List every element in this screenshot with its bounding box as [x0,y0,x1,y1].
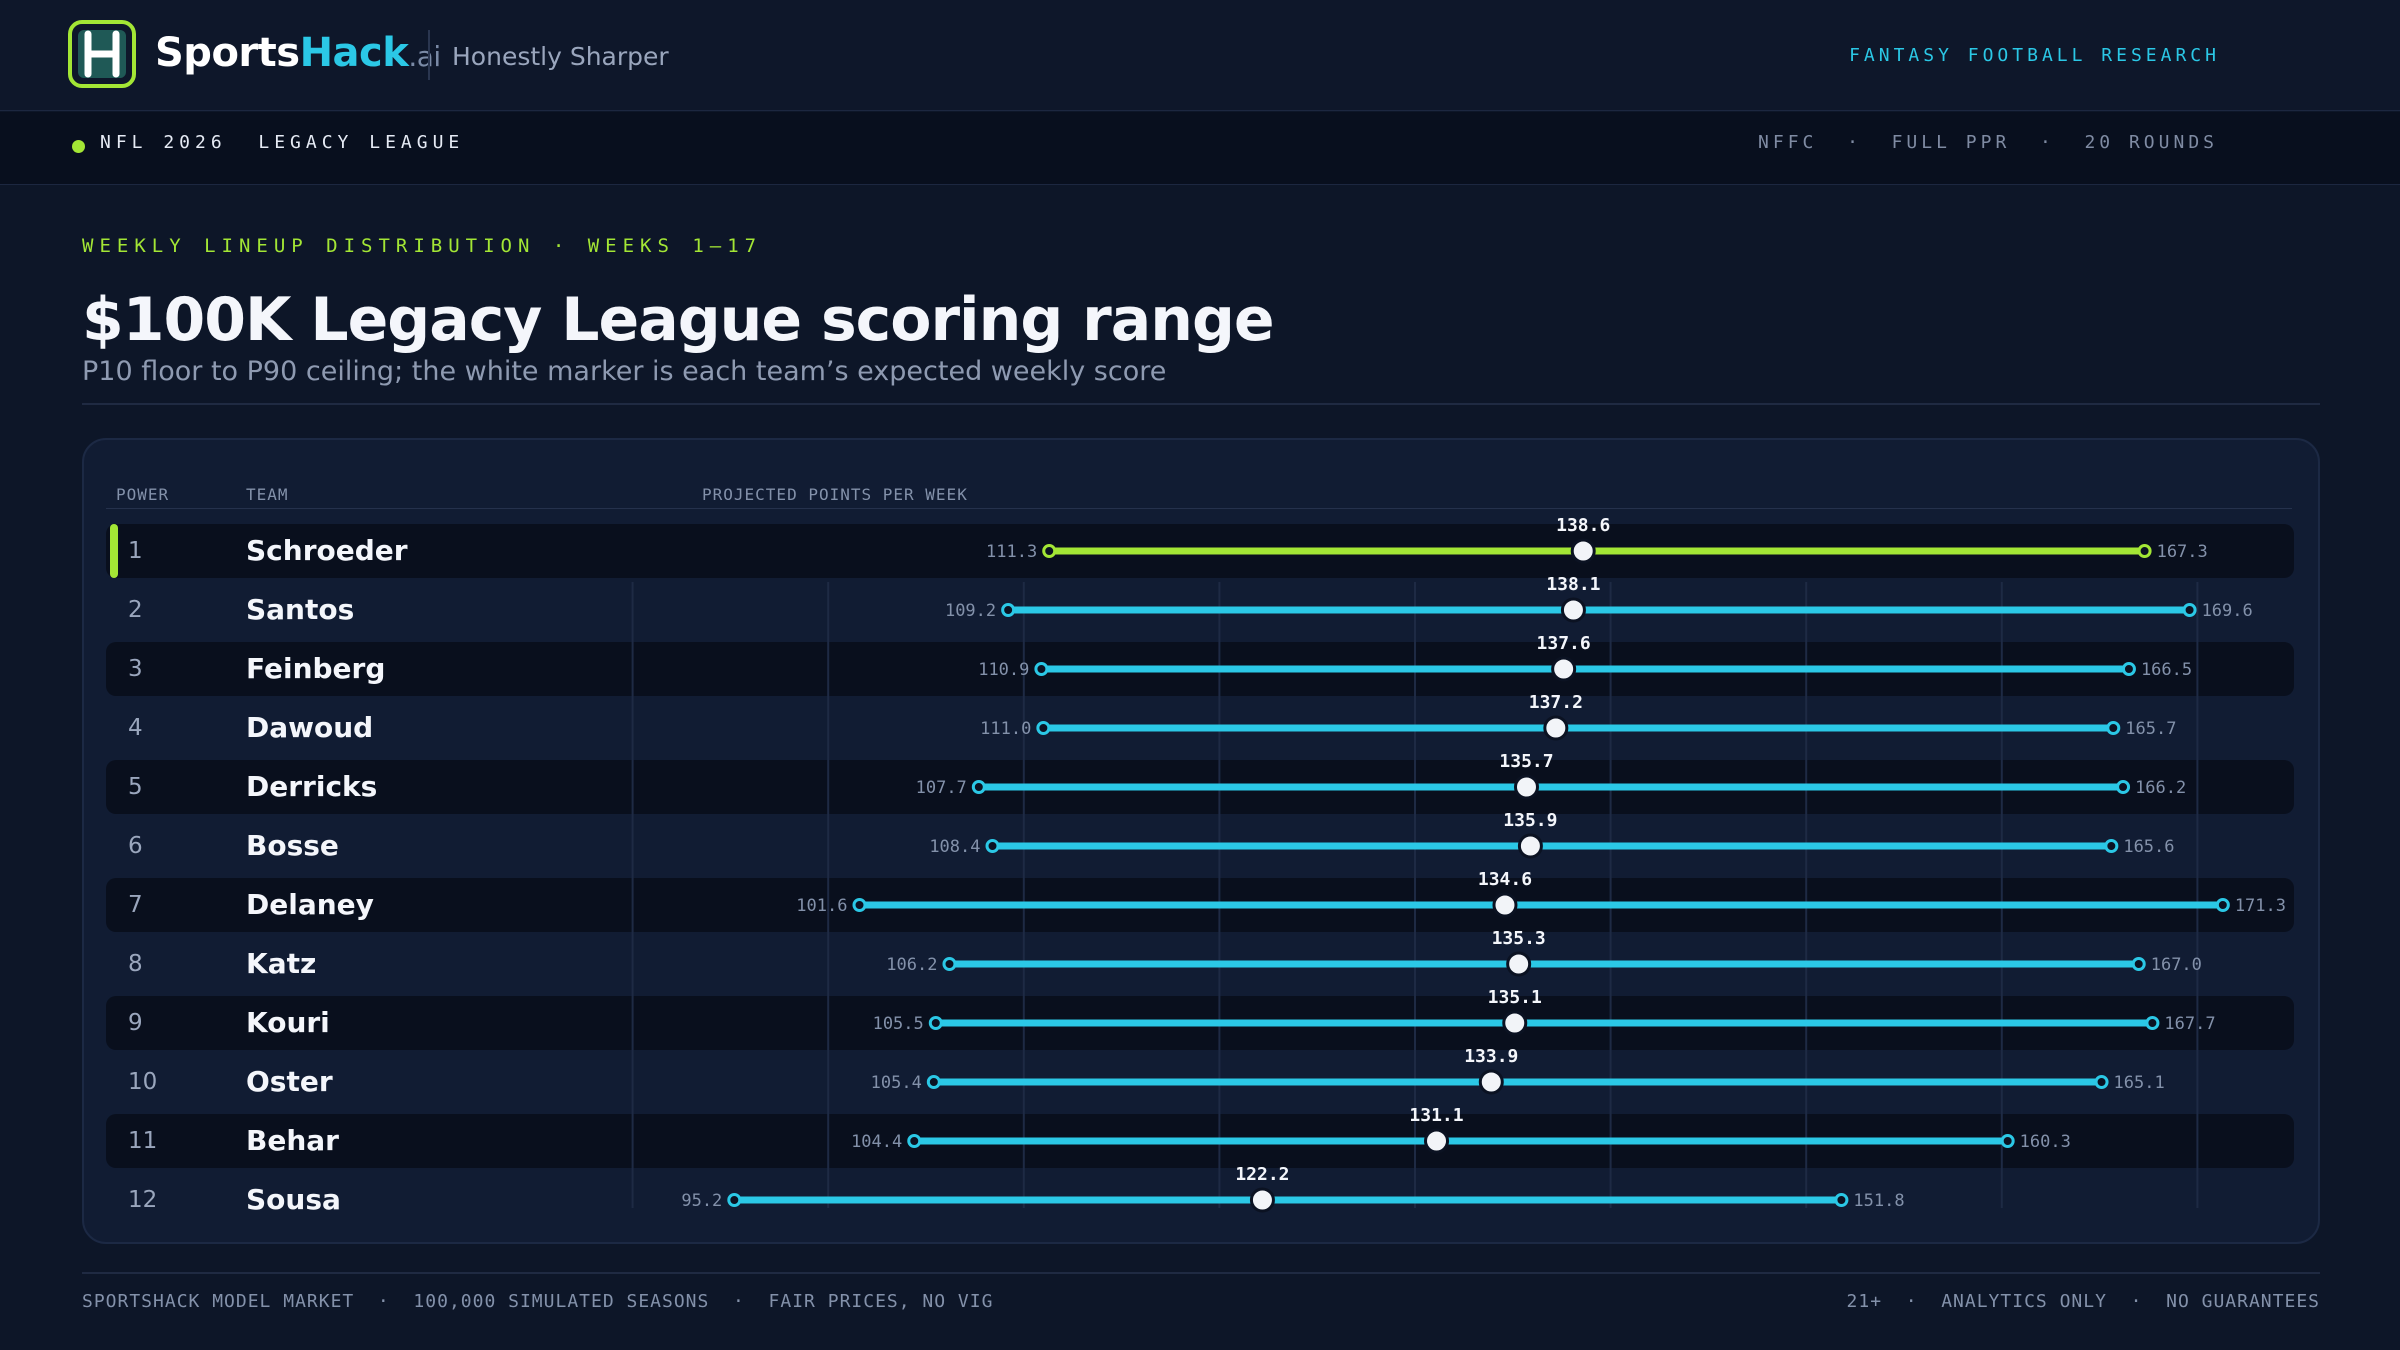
chart-kicker: WEEKLY LINEUP DISTRIBUTION · WEEKS 1–17 [82,235,763,257]
power-rank: 12 [128,1187,158,1213]
team-name[interactable]: Dawoud [246,711,374,744]
tagline: Honestly Sharper [452,42,669,71]
power-rank: 11 [128,1128,158,1154]
brand-part-hack: Hack [299,30,409,76]
power-rank: 1 [128,538,143,564]
section-label[interactable]: FANTASY FOOTBALL RESEARCH [1849,45,2220,66]
team-name[interactable]: Oster [246,1065,333,1098]
power-rank: 9 [128,1010,143,1036]
team-name[interactable]: Katz [246,947,317,980]
power-rank: 7 [128,892,143,918]
column-header-power: POWER [116,485,170,504]
team-name[interactable]: Feinberg [246,652,386,685]
team-name[interactable]: Behar [246,1124,339,1157]
header-divider [106,508,2292,509]
team-name[interactable]: Santos [246,593,355,626]
power-rank: 5 [128,774,143,800]
league-format-meta: NFFC · FULL PPR · 20 ROUNDS [1758,132,2218,153]
team-name[interactable]: Kouri [246,1006,330,1039]
brand-wordmark[interactable]: SportsHack.ai [155,30,441,76]
live-status-dot [72,140,85,153]
team-name[interactable]: Sousa [246,1183,341,1216]
power-rank: 10 [128,1069,158,1095]
footer-methodology: SPORTSHACK MODEL MARKET · 100,000 SIMULA… [82,1291,994,1312]
leader-accent-bar [110,524,118,578]
title-divider [82,403,2320,405]
brand-divider [428,30,430,80]
league-bar [0,112,2400,185]
brand-part-ai: .ai [408,40,441,73]
team-name[interactable]: Derricks [246,770,378,803]
power-rank: 4 [128,715,143,741]
page-subtitle: P10 floor to P90 ceiling; the white mark… [82,356,1167,387]
column-header-team: TEAM [246,485,289,504]
power-rank: 6 [128,833,143,859]
team-name[interactable]: Bosse [246,829,339,862]
top-bar [0,0,2400,111]
power-rank: 2 [128,597,143,623]
column-header-projection: PROJECTED POINTS PER WEEK [702,485,968,504]
page-title: $100K Legacy League scoring range [82,285,1275,355]
brand-part-sports: Sports [155,30,300,76]
sportshack-logo-icon[interactable] [68,20,136,88]
league-label: NFL 2026 LEGACY LEAGUE [100,132,465,153]
footer-disclaimer: 21+ · ANALYTICS ONLY · NO GUARANTEES [1846,1291,2320,1312]
power-rank: 8 [128,951,143,977]
team-name[interactable]: Schroeder [246,534,408,567]
team-name[interactable]: Delaney [246,888,374,921]
footer-divider [82,1272,2320,1274]
power-rank: 3 [128,656,143,682]
